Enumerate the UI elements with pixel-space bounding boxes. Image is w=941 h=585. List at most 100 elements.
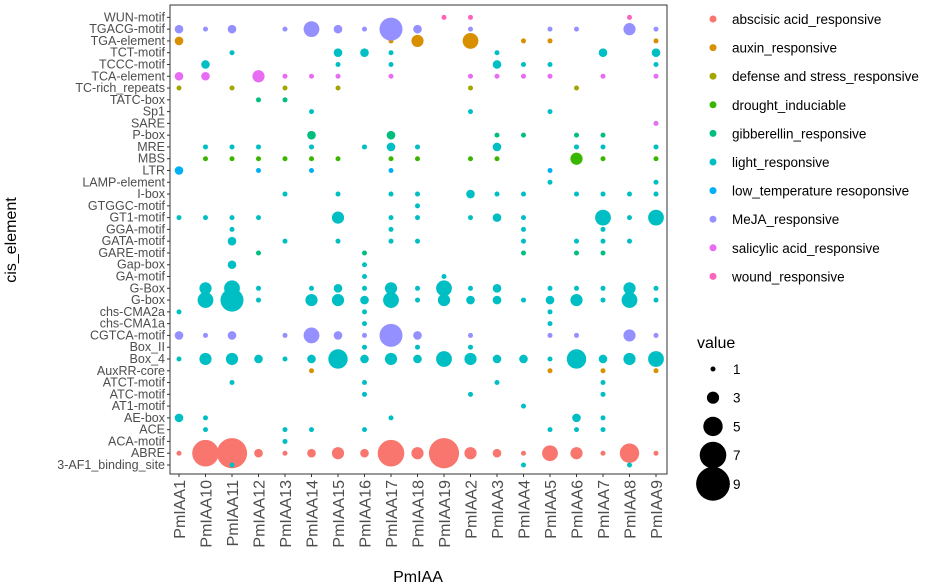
data-point — [547, 61, 553, 67]
size-legend-label: 7 — [733, 448, 741, 463]
data-point — [547, 285, 553, 291]
y-axis-ticks — [167, 16, 170, 466]
y-tick-label: TCT-motif — [110, 46, 165, 60]
data-point — [521, 132, 526, 138]
data-point — [600, 450, 606, 456]
data-point — [600, 144, 606, 150]
data-point — [362, 262, 367, 268]
data-point — [384, 282, 398, 295]
data-point — [415, 238, 420, 244]
x-tick-label: PmIAA14 — [305, 480, 322, 548]
data-point — [570, 447, 583, 460]
data-point — [653, 191, 659, 197]
data-point — [201, 60, 210, 69]
data-point — [623, 329, 636, 342]
x-tick-label: PmIAA9 — [649, 480, 666, 539]
data-point — [411, 34, 424, 48]
y-tick-label: ATCT-motif — [103, 376, 166, 390]
data-point — [627, 238, 632, 244]
data-point — [252, 70, 265, 83]
data-point — [386, 142, 396, 152]
data-point — [203, 144, 208, 150]
data-point — [229, 462, 235, 468]
data-point — [362, 274, 367, 280]
data-point — [362, 427, 367, 433]
data-point — [415, 215, 420, 221]
data-point — [574, 26, 579, 32]
data-point — [411, 447, 424, 460]
data-point — [600, 250, 606, 256]
data-point — [174, 413, 184, 423]
data-point — [519, 354, 528, 364]
data-point — [572, 413, 581, 423]
y-tick-label: chs-CMA1a — [100, 317, 165, 331]
data-point — [229, 85, 235, 91]
y-tick-label: GT1-motif — [109, 211, 165, 225]
data-point — [309, 368, 314, 374]
data-point — [379, 17, 403, 41]
data-point — [176, 356, 182, 362]
data-point — [521, 297, 526, 303]
data-point — [388, 226, 394, 232]
data-point — [333, 24, 343, 34]
data-point — [574, 250, 579, 256]
data-point — [468, 109, 473, 115]
data-point — [547, 332, 553, 338]
data-point — [627, 191, 632, 197]
y-tick-label: TCCC-motif — [99, 57, 165, 71]
data-point — [256, 250, 261, 256]
data-point — [598, 48, 608, 57]
data-point — [360, 448, 369, 458]
x-tick-label: PmIAA12 — [252, 480, 269, 548]
data-point — [229, 215, 235, 221]
data-point — [192, 439, 219, 467]
data-point — [468, 14, 473, 20]
data-point — [307, 354, 316, 364]
data-point — [282, 332, 288, 338]
data-point — [521, 73, 526, 79]
data-point — [494, 156, 500, 162]
y-axis-title: cis_element — [3, 197, 20, 283]
y-tick-label: GARE-motif — [98, 246, 165, 260]
data-point — [383, 292, 399, 308]
data-point — [282, 191, 288, 197]
data-point — [653, 26, 659, 32]
data-point — [333, 331, 343, 340]
data-point — [547, 179, 553, 185]
x-tick-label: PmIAA13 — [278, 480, 295, 548]
x-tick-label: PmIAA10 — [199, 480, 216, 548]
x-tick-label: PmIAA1 — [172, 480, 189, 539]
data-point — [623, 23, 636, 36]
data-point — [331, 293, 345, 307]
data-point — [600, 368, 606, 374]
legend-key — [709, 215, 717, 223]
y-tick-label: ABRE — [131, 446, 165, 460]
data-point — [254, 354, 263, 364]
data-point — [653, 285, 659, 291]
data-point — [492, 295, 502, 305]
data-point — [468, 26, 473, 32]
data-point — [362, 321, 367, 327]
data-point — [229, 50, 235, 56]
size-legend-label: 3 — [733, 391, 741, 406]
y-tick-label: TC-rich_repeats — [75, 81, 165, 95]
data-point — [282, 238, 288, 244]
data-point — [415, 144, 420, 150]
data-point — [282, 85, 288, 91]
data-point — [521, 250, 526, 256]
data-point — [331, 211, 345, 224]
data-point — [203, 332, 208, 338]
data-point — [335, 238, 341, 244]
data-point — [303, 21, 320, 38]
data-point — [199, 352, 212, 366]
data-point — [574, 285, 579, 291]
data-point — [494, 73, 500, 79]
data-point — [309, 73, 314, 79]
data-point — [229, 226, 235, 232]
data-point — [547, 38, 553, 44]
data-point — [627, 215, 632, 221]
x-tick-label: PmIAA7 — [596, 480, 613, 539]
y-tick-label: MRE — [137, 140, 165, 154]
data-point — [547, 73, 553, 79]
size-legend-key — [696, 466, 730, 501]
